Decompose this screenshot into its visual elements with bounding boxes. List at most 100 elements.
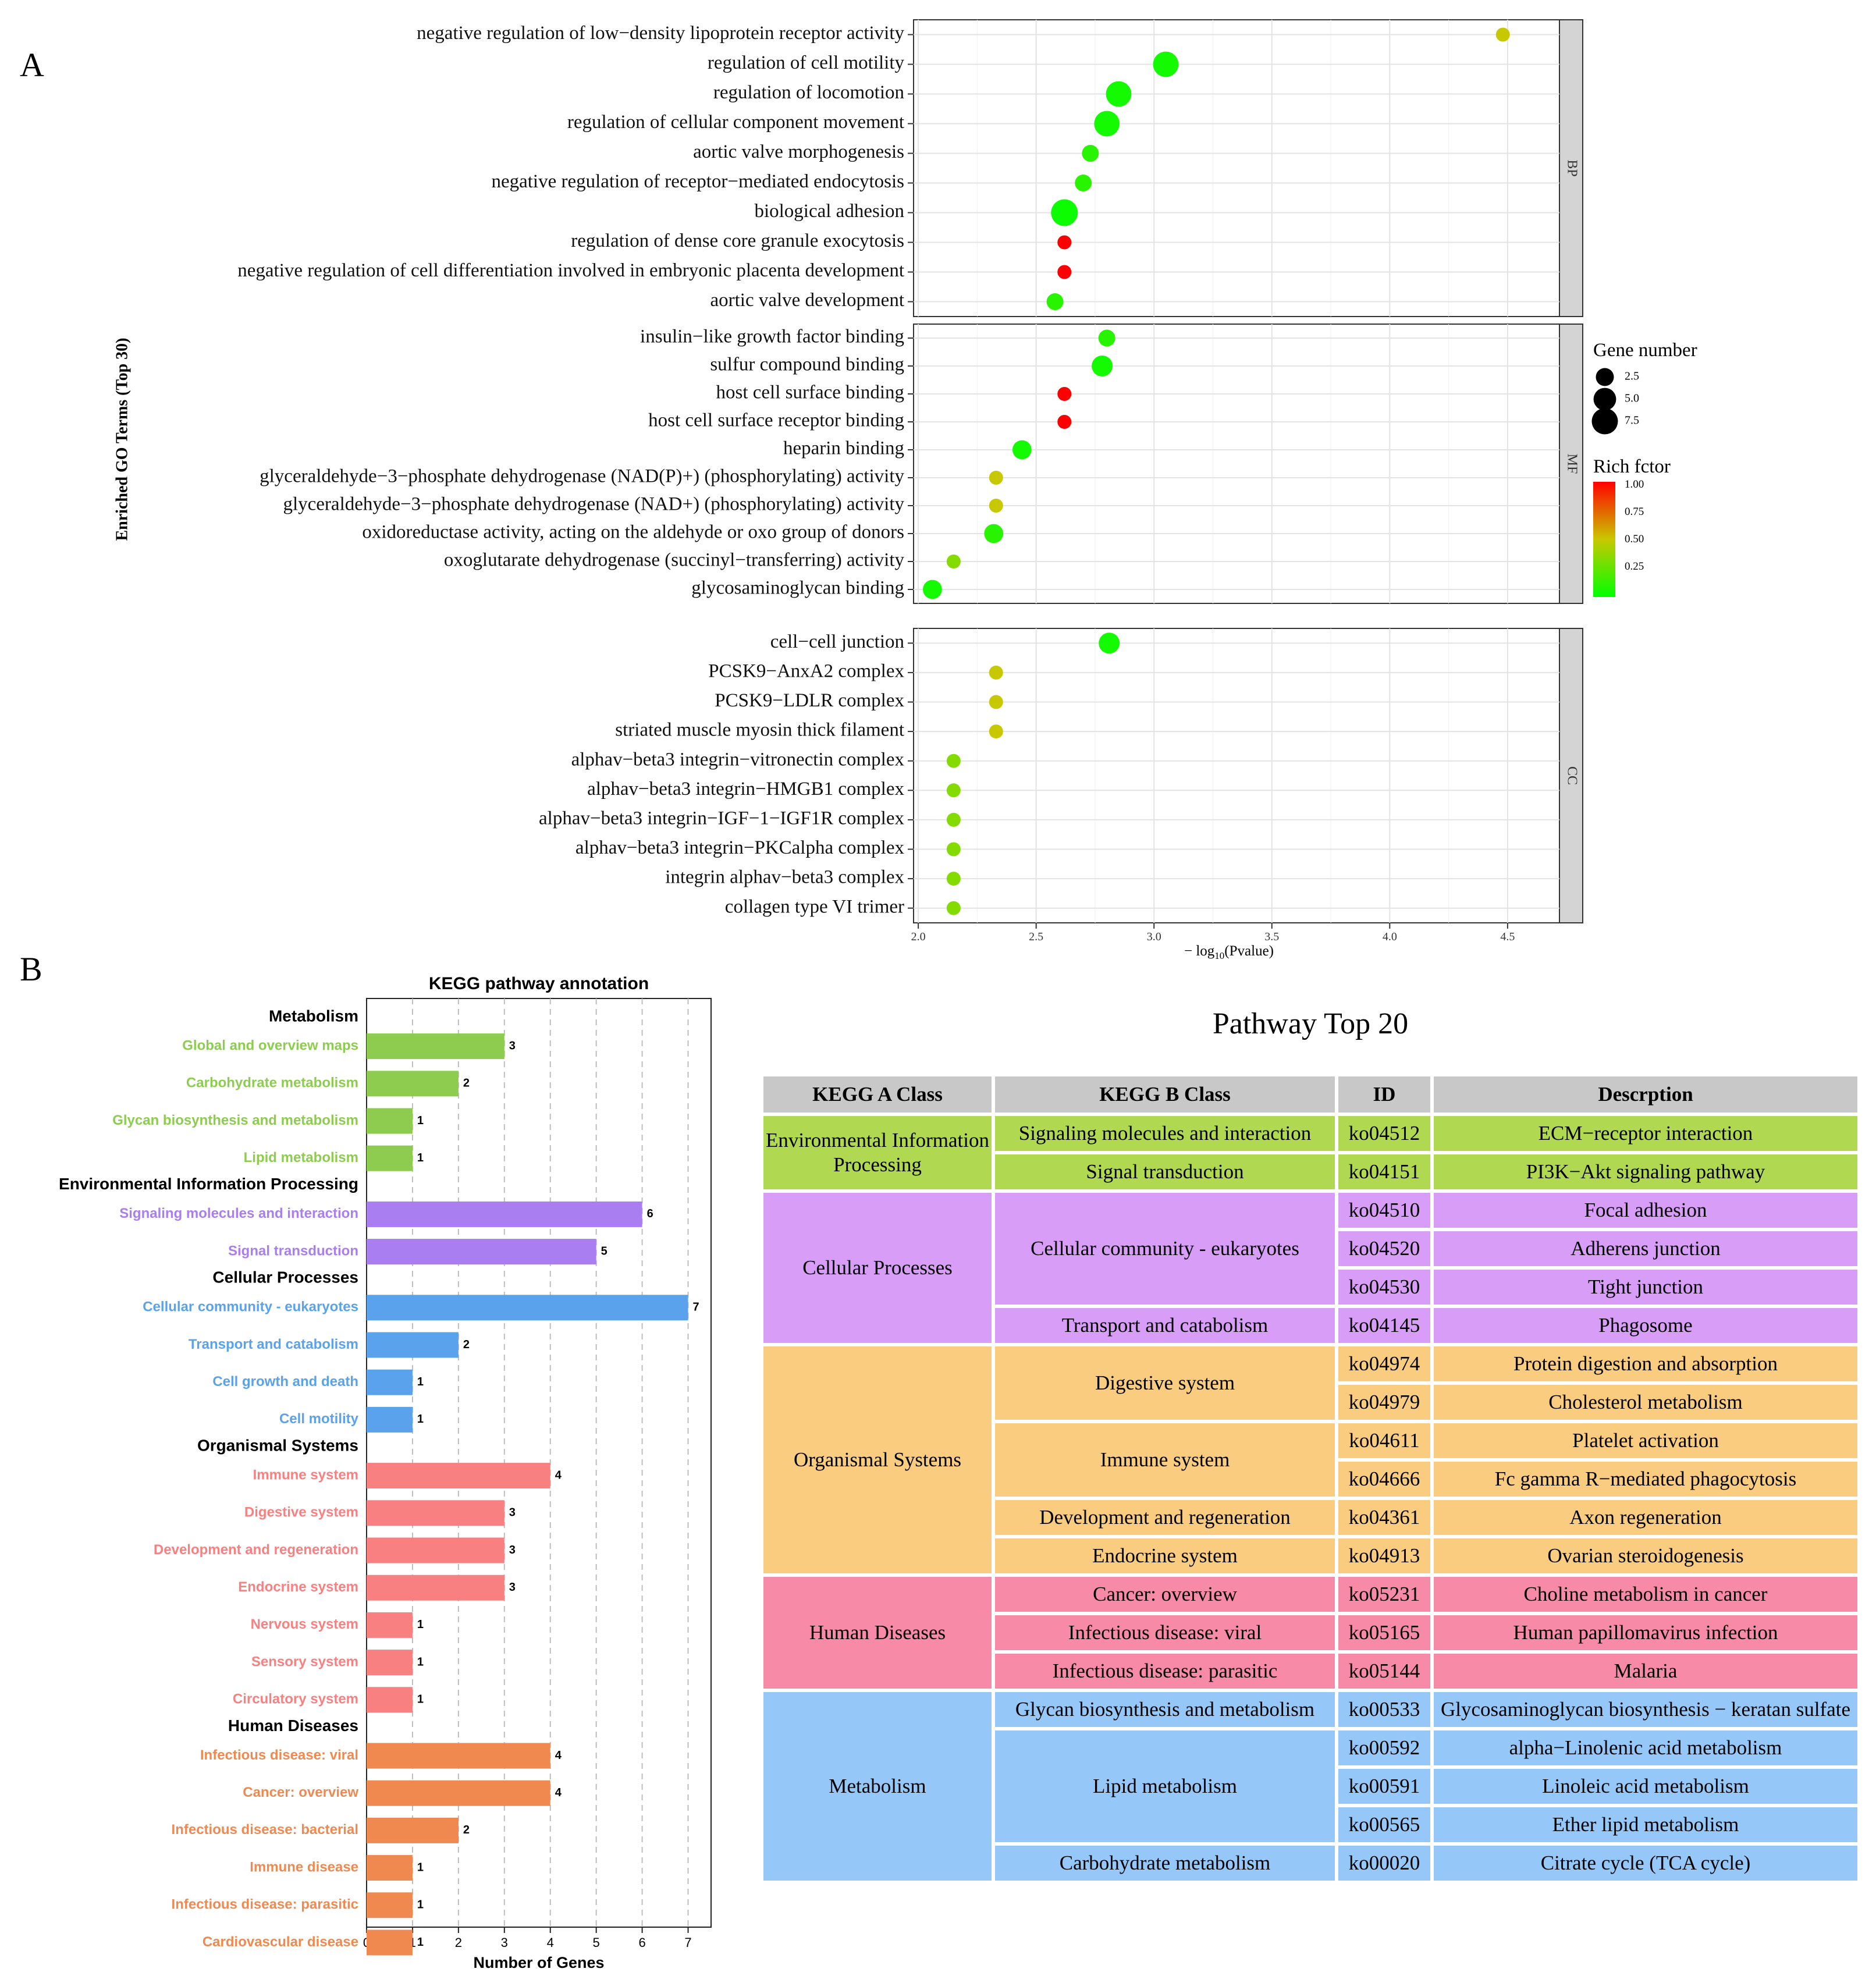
kegg-bar-label: Immune disease [250, 1859, 358, 1875]
go-term-point [1495, 27, 1510, 42]
legend-size-label: 7.5 [1625, 414, 1639, 427]
go-term-label: alphav−beta3 integrin−vitronectin comple… [571, 749, 905, 770]
x-axis-title: − log10(Pvalue) [1184, 943, 1274, 961]
b-class-cell: Glycan biosynthesis and metabolism [995, 1692, 1335, 1727]
kegg-bar-value: 1 [417, 1655, 424, 1668]
description-cell: alpha−Linolenic acid metabolism [1434, 1730, 1857, 1765]
description-cell: Adherens junction [1434, 1231, 1857, 1266]
description-cell: Glycosaminoglycan biosynthesis − keratan… [1434, 1692, 1857, 1727]
table-row: Human Diseases Cancer: overview ko05231 … [763, 1577, 1857, 1689]
id-cell: ko04361 [1338, 1500, 1430, 1535]
id-cell: ko04913 [1338, 1538, 1430, 1573]
kegg-bar [367, 1855, 413, 1881]
y-axis-title: Enriched GO Terms (Top 30) [113, 337, 131, 541]
category-group-header: Human Diseases [228, 1717, 358, 1735]
go-term-point [1057, 235, 1072, 250]
kegg-bar-value: 2 [463, 1338, 470, 1351]
kegg-bar-label: Lipid metabolism [244, 1150, 358, 1165]
go-term-label: insulin−like growth factor binding [640, 326, 904, 347]
kegg-bar [367, 1463, 550, 1489]
x-tick-label: 5 [593, 1935, 600, 1950]
description-cell: Ether lipid metabolism [1434, 1807, 1857, 1842]
table-row: Cellular Processes Cellular community - … [763, 1193, 1857, 1343]
kegg-bar-value: 1 [417, 1861, 424, 1874]
b-class-cell: Endocrine system [995, 1538, 1335, 1573]
legend-size-label: 2.5 [1625, 370, 1639, 383]
kegg-bar-value: 6 [647, 1207, 653, 1220]
table-row: Signal transduction ko04151 PI3K−Akt sig… [763, 1154, 1857, 1189]
go-term-label: collagen type VI trimer [725, 896, 904, 917]
go-term-point [923, 580, 942, 599]
table-row: Lipid metabolism ko00592 alpha−Linolenic… [763, 1730, 1857, 1842]
id-cell: ko04666 [1338, 1462, 1430, 1497]
id-cell: ko04530 [1338, 1270, 1430, 1305]
kegg-bar-value: 1 [417, 1376, 424, 1388]
x-axis-title: Number of Genes [473, 1954, 604, 1971]
b-class-cell: Transport and catabolism [995, 1308, 1335, 1343]
go-term-label: negative regulation of cell differentiat… [237, 260, 904, 281]
x-tick-label: 3.5 [1264, 930, 1279, 943]
description-cell: Axon regeneration [1434, 1500, 1857, 1535]
kegg-bar-label: Infectious disease: bacterial [172, 1822, 358, 1838]
kegg-bar-label: Digestive system [244, 1505, 358, 1520]
go-term-label: alphav−beta3 integrin−HMGB1 complex [587, 779, 904, 799]
table-row: Infectious disease: viral ko05165 Human … [763, 1615, 1857, 1650]
kegg-bar [367, 1892, 413, 1918]
kegg-bar [367, 1108, 413, 1134]
pathway-table-title: Pathway Top 20 [1212, 1007, 1409, 1040]
kegg-bar [367, 1332, 459, 1358]
description-cell: Platelet activation [1434, 1423, 1857, 1458]
description-cell: Fc gamma R−mediated phagocytosis [1434, 1462, 1857, 1497]
x-tick-label: 4.0 [1383, 930, 1397, 943]
kegg-bar [367, 1537, 504, 1563]
header-description: Descrption [1434, 1076, 1857, 1113]
go-term-point [1098, 329, 1115, 347]
kegg-bar-value: 1 [417, 1693, 424, 1706]
description-cell: Linoleic acid metabolism [1434, 1769, 1857, 1804]
table-row: Organismal Systems Digestive system ko04… [763, 1346, 1857, 1573]
kegg-bar-value: 1 [417, 1152, 424, 1164]
id-cell: ko00591 [1338, 1769, 1430, 1804]
go-term-point [1046, 293, 1064, 310]
kegg-bar [367, 1817, 459, 1843]
category-group-header: Organismal Systems [197, 1436, 358, 1454]
kegg-bar-label: Signaling molecules and interaction [119, 1206, 358, 1221]
go-term-point [946, 872, 961, 886]
x-axis-title-sub: 10 [1214, 950, 1224, 961]
id-cell: ko04611 [1338, 1423, 1430, 1458]
b-class-cell: Cellular community - eukaryotes [995, 1193, 1335, 1305]
go-term-point [1012, 440, 1032, 460]
go-term-label: alphav−beta3 integrin−PKCalpha complex [575, 837, 905, 858]
go-term-label: regulation of cell motility [708, 52, 905, 73]
id-cell: ko00533 [1338, 1692, 1430, 1727]
kegg-bar-chart: KEGG pathway annotation01234567Number of… [59, 974, 712, 1971]
go-term-label: sulfur compound binding [710, 354, 904, 375]
legend-color-title: Rich fctor [1593, 456, 1671, 477]
go-term-point [946, 901, 961, 915]
kegg-bar [367, 1743, 550, 1769]
x-tick-label: 2 [455, 1935, 462, 1950]
kegg-bar [367, 1612, 413, 1638]
description-cell: Cholesterol metabolism [1434, 1385, 1857, 1420]
go-term-label: host cell surface binding [716, 382, 905, 403]
table-row: ko04979 Cholesterol metabolism [763, 1385, 1857, 1420]
kegg-bar-value: 1 [417, 1618, 424, 1631]
kegg-bar [367, 1500, 504, 1526]
go-term-label: PCSK9−LDLR complex [715, 690, 904, 711]
kegg-bar-value: 4 [555, 1749, 562, 1762]
go-term-label: regulation of dense core granule exocyto… [571, 230, 904, 251]
kegg-bar-value: 3 [509, 1039, 516, 1052]
go-term-label: glycosaminoglycan binding [691, 578, 904, 599]
kegg-bar-value: 4 [555, 1786, 562, 1799]
kegg-bar [367, 1687, 413, 1713]
go-term-point [989, 471, 1003, 485]
kegg-bar-label: Infectious disease: viral [200, 1747, 358, 1763]
id-cell: ko04512 [1338, 1116, 1430, 1151]
go-term-label: biological adhesion [754, 201, 904, 222]
go-term-label: integrin alphav−beta3 complex [665, 867, 904, 888]
kegg-bar-value: 1 [417, 1114, 424, 1127]
id-cell: ko04510 [1338, 1193, 1430, 1228]
go-term-label: regulation of cellular component movemen… [567, 112, 904, 133]
b-class-cell: Immune system [995, 1423, 1335, 1497]
id-cell: ko05231 [1338, 1577, 1430, 1612]
